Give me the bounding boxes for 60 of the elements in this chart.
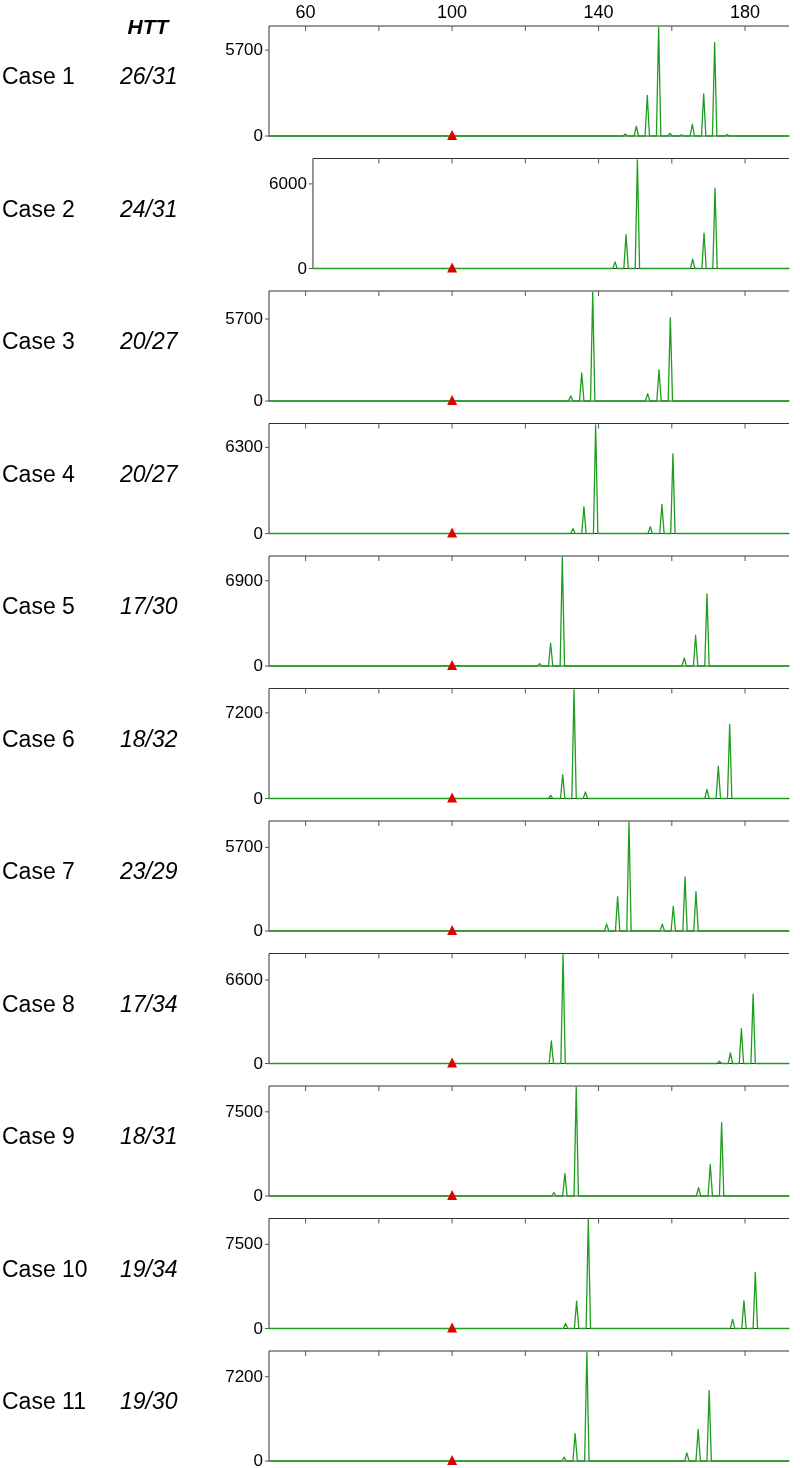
y-tick-label: 0	[253, 921, 263, 940]
y-tick-label: 7500	[225, 1234, 263, 1254]
text: 19/30	[120, 1388, 178, 1414]
y-tick-label: 6900	[225, 570, 263, 590]
text: 17/30	[120, 593, 178, 619]
line-series	[268, 1351, 790, 1462]
y-tick-label: 0	[253, 391, 263, 410]
line-series	[268, 689, 790, 800]
x-tick-label: 180	[730, 2, 761, 22]
y-tick-label: 0	[253, 656, 263, 675]
text: HTT	[127, 15, 171, 38]
y-tick-label: 7500	[225, 1101, 263, 1121]
y-tick-label: 0	[253, 523, 263, 543]
y-tick-label: 5700	[225, 40, 263, 60]
text: 26/31	[119, 63, 178, 89]
line-series	[268, 821, 790, 932]
y-tick-label: 0	[253, 126, 263, 145]
x-tick-label: 100	[437, 2, 468, 22]
y-axis-title: Case 1	[2, 63, 75, 89]
y-axis-title: Case 8	[2, 990, 75, 1017]
line-series	[268, 1086, 790, 1197]
y-tick-label: 0	[253, 1451, 263, 1468]
y-tick-label: 7200	[225, 702, 263, 722]
y-axis-title: Case 4	[2, 460, 76, 487]
line-series	[312, 159, 790, 270]
text: 19/34	[120, 1255, 178, 1282]
line-series	[268, 1218, 790, 1330]
y-axis-title: Case 7	[2, 858, 75, 884]
line-series	[268, 954, 790, 1065]
x-tick-label: 60	[295, 2, 316, 22]
text: 17/34	[120, 990, 178, 1017]
y-tick-label: 0	[297, 258, 307, 278]
y-axis-title: Case 5	[2, 593, 75, 619]
y-axis-title: Case 2	[2, 195, 75, 222]
text: 23/29	[119, 858, 178, 884]
text: 20/27	[119, 328, 179, 354]
y-tick-label: 0	[253, 788, 263, 808]
text: 18/32	[120, 725, 178, 752]
y-axis-title: Case 6	[2, 725, 75, 752]
x-tick-label: 140	[583, 2, 614, 22]
text: 20/27	[119, 460, 179, 487]
y-tick-label: 6300	[225, 437, 263, 457]
text: 18/31	[120, 1123, 178, 1149]
y-tick-label: 6600	[225, 970, 263, 990]
y-tick-label: 7200	[225, 1366, 263, 1386]
y-axis-title: Case 3	[2, 328, 75, 354]
y-tick-label: 0	[253, 1186, 263, 1205]
y-tick-label: 5700	[225, 837, 263, 857]
line-series	[268, 291, 790, 402]
y-axis-title: Case 10	[2, 1255, 88, 1282]
y-axis-title: Case 11	[2, 1388, 86, 1414]
line-series	[268, 424, 790, 535]
y-tick-label: 6000	[269, 173, 307, 193]
line-series	[268, 26, 790, 137]
y-tick-label: 0	[253, 1053, 263, 1073]
y-axis-title: Case 9	[2, 1123, 75, 1149]
y-tick-label: 0	[253, 1318, 263, 1338]
y-tick-label: 5700	[225, 309, 263, 329]
line-series	[268, 556, 790, 667]
text: 24/31	[119, 195, 178, 222]
